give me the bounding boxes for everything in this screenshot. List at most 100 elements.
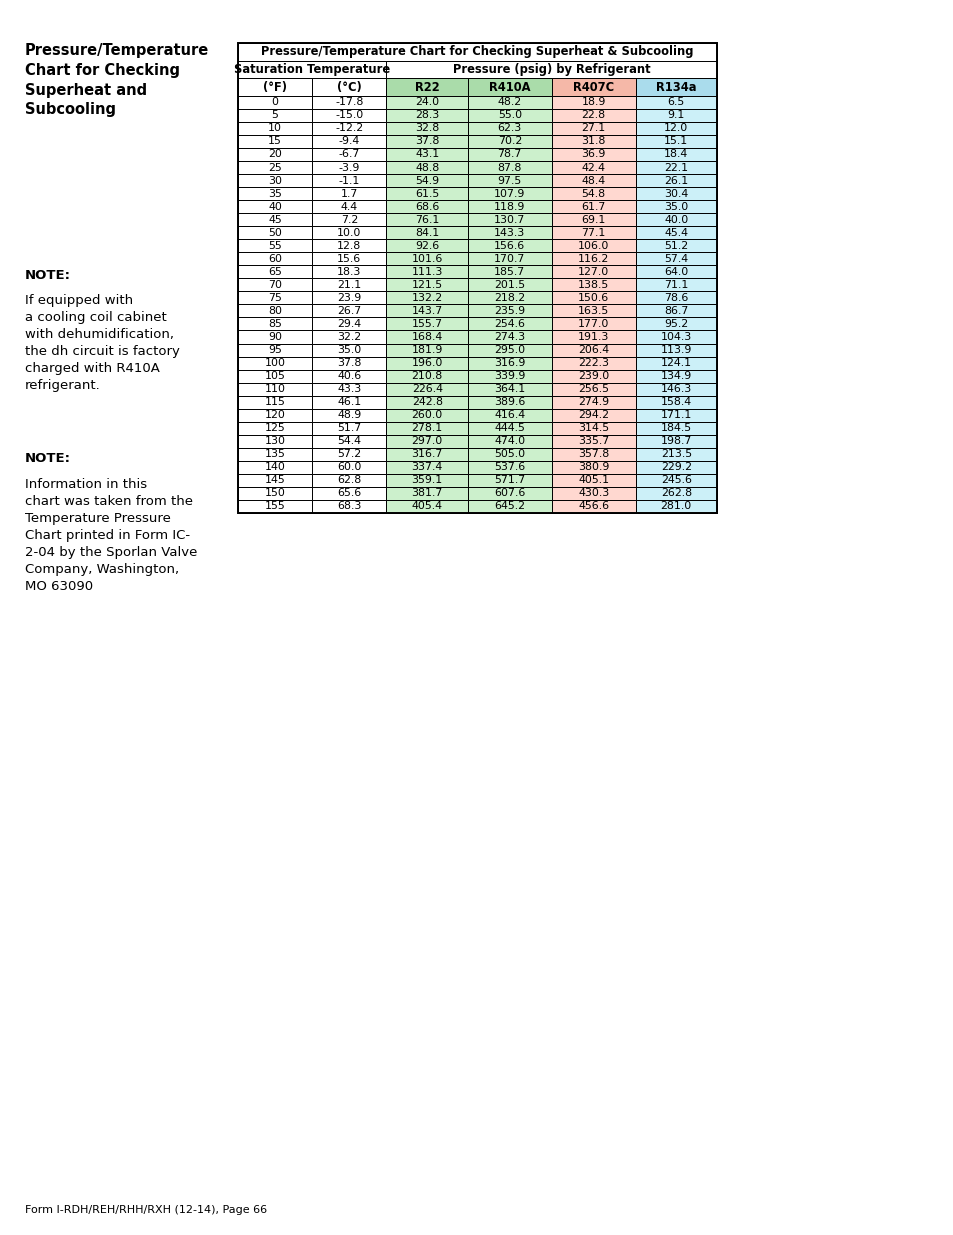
Text: 97.5: 97.5 [497, 175, 521, 185]
Bar [467, 487, 551, 500]
Bar [237, 369, 312, 383]
Bar [237, 266, 312, 278]
Bar [551, 409, 635, 421]
Bar [386, 487, 467, 500]
Text: 95: 95 [268, 345, 282, 354]
Text: 297.0: 297.0 [411, 436, 442, 446]
Text: 57.2: 57.2 [337, 450, 361, 459]
Text: 46.1: 46.1 [337, 398, 361, 408]
Text: 36.9: 36.9 [581, 149, 605, 159]
Text: 31.8: 31.8 [581, 136, 605, 147]
Text: (°C): (°C) [336, 80, 361, 94]
Bar [237, 96, 312, 109]
Text: 10.0: 10.0 [336, 227, 361, 237]
Bar [312, 78, 386, 96]
Text: 35.0: 35.0 [337, 345, 361, 354]
Bar [551, 174, 635, 186]
Text: 168.4: 168.4 [411, 332, 442, 342]
Text: 40.6: 40.6 [337, 370, 361, 382]
Text: 150.6: 150.6 [578, 293, 609, 303]
Text: 76.1: 76.1 [415, 215, 439, 225]
Text: Pressure/Temperature Chart for Checking Superheat & Subcooling: Pressure/Temperature Chart for Checking … [261, 46, 693, 58]
Bar [237, 135, 312, 148]
Text: 121.5: 121.5 [411, 280, 442, 290]
Bar [635, 291, 717, 304]
Bar [386, 304, 467, 317]
Text: 444.5: 444.5 [494, 424, 525, 433]
Text: 242.8: 242.8 [412, 398, 442, 408]
Text: 316.7: 316.7 [411, 450, 442, 459]
Bar [551, 200, 635, 214]
Bar [312, 317, 386, 331]
Bar [467, 96, 551, 109]
Text: 158.4: 158.4 [660, 398, 691, 408]
Text: 61.7: 61.7 [581, 201, 605, 211]
Bar [386, 161, 467, 174]
Bar [551, 435, 635, 448]
Bar [635, 487, 717, 500]
Bar [237, 78, 312, 96]
Text: Pressure (psig) by Refrigerant: Pressure (psig) by Refrigerant [453, 63, 650, 75]
Text: 381.7: 381.7 [411, 489, 442, 499]
Text: 48.9: 48.9 [337, 410, 361, 420]
Text: 184.5: 184.5 [660, 424, 691, 433]
Bar [635, 461, 717, 474]
Bar [551, 500, 635, 513]
Bar [635, 240, 717, 252]
Bar [635, 395, 717, 409]
Text: 357.8: 357.8 [578, 450, 609, 459]
Bar [635, 135, 717, 148]
Text: 1.7: 1.7 [340, 189, 357, 199]
Text: -1.1: -1.1 [338, 175, 359, 185]
Bar [237, 343, 312, 357]
Bar [312, 214, 386, 226]
Bar [237, 487, 312, 500]
Bar [551, 487, 635, 500]
Bar [467, 317, 551, 331]
Bar [237, 317, 312, 331]
Text: 571.7: 571.7 [494, 475, 525, 485]
Text: 143.3: 143.3 [494, 227, 525, 237]
Text: 48.4: 48.4 [581, 175, 605, 185]
Text: 181.9: 181.9 [411, 345, 442, 354]
Bar [386, 291, 467, 304]
Text: R407C: R407C [573, 80, 614, 94]
Text: (°F): (°F) [263, 80, 287, 94]
Bar [635, 174, 717, 186]
Bar [635, 252, 717, 266]
Text: 206.4: 206.4 [578, 345, 609, 354]
Bar [312, 122, 386, 135]
Text: 15: 15 [268, 136, 282, 147]
Bar [551, 304, 635, 317]
Bar [237, 240, 312, 252]
Text: 101.6: 101.6 [411, 253, 442, 264]
Text: 278.1: 278.1 [411, 424, 442, 433]
Bar [635, 343, 717, 357]
Bar [237, 448, 312, 461]
Bar [635, 369, 717, 383]
Text: 43.3: 43.3 [337, 384, 361, 394]
Bar [635, 109, 717, 122]
Bar [312, 435, 386, 448]
Bar [386, 109, 467, 122]
Text: 6.5: 6.5 [667, 98, 684, 107]
Text: 111.3: 111.3 [411, 267, 442, 277]
Bar [237, 214, 312, 226]
Bar [237, 109, 312, 122]
Bar [386, 174, 467, 186]
Text: 171.1: 171.1 [659, 410, 691, 420]
Text: 57.4: 57.4 [663, 253, 688, 264]
Bar [467, 383, 551, 395]
Text: 32.2: 32.2 [337, 332, 361, 342]
Text: 30: 30 [268, 175, 282, 185]
Bar [635, 96, 717, 109]
Bar [467, 461, 551, 474]
Text: 125: 125 [265, 424, 285, 433]
Bar [551, 226, 635, 240]
Bar [386, 331, 467, 343]
Text: 222.3: 222.3 [578, 358, 609, 368]
Text: 474.0: 474.0 [494, 436, 525, 446]
Bar [386, 252, 467, 266]
Text: 339.9: 339.9 [494, 370, 525, 382]
Text: 104.3: 104.3 [660, 332, 691, 342]
